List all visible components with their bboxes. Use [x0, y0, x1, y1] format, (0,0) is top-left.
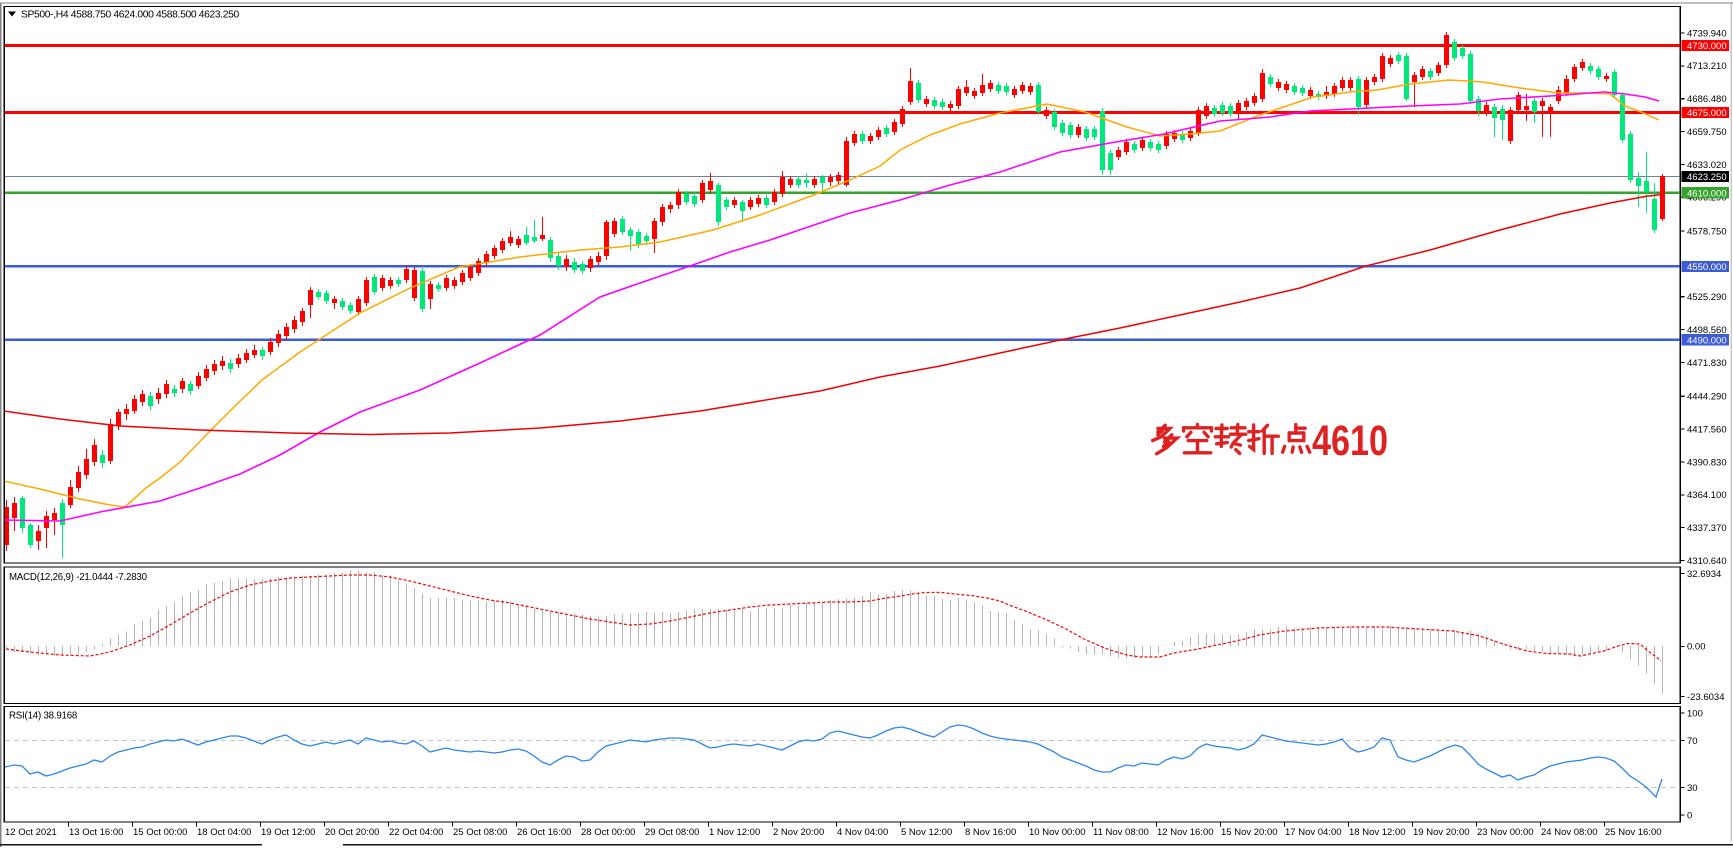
svg-text:4417.560: 4417.560 — [1687, 425, 1727, 436]
svg-text:25 Nov 16:00: 25 Nov 16:00 — [1605, 827, 1662, 838]
svg-text:1 Nov 12:00: 1 Nov 12:00 — [709, 827, 760, 838]
svg-text:RSI(14) 38.9168: RSI(14) 38.9168 — [9, 711, 77, 722]
svg-text:4471.830: 4471.830 — [1687, 358, 1727, 369]
svg-text:17 Nov 04:00: 17 Nov 04:00 — [1285, 827, 1342, 838]
svg-text:10 Nov 00:00: 10 Nov 00:00 — [1029, 827, 1086, 838]
svg-text:30: 30 — [1687, 783, 1698, 794]
svg-text:-23.6034: -23.6034 — [1687, 692, 1725, 703]
svg-text:8 Nov 16:00: 8 Nov 16:00 — [965, 827, 1016, 838]
svg-text:20 Oct 20:00: 20 Oct 20:00 — [325, 827, 379, 838]
svg-text:25 Oct 08:00: 25 Oct 08:00 — [453, 827, 507, 838]
svg-text:4364.100: 4364.100 — [1687, 490, 1727, 501]
svg-text:4686.480: 4686.480 — [1687, 94, 1727, 105]
svg-text:12 Nov 16:00: 12 Nov 16:00 — [1157, 827, 1214, 838]
svg-text:4490.000: 4490.000 — [1687, 335, 1727, 346]
svg-text:13 Oct 16:00: 13 Oct 16:00 — [69, 827, 123, 838]
svg-text:4578.750: 4578.750 — [1687, 226, 1727, 237]
svg-text:15 Nov 20:00: 15 Nov 20:00 — [1221, 827, 1278, 838]
svg-text:4390.830: 4390.830 — [1687, 457, 1727, 468]
svg-text:5 Nov 12:00: 5 Nov 12:00 — [901, 827, 952, 838]
svg-text:4713.210: 4713.210 — [1687, 61, 1727, 72]
svg-text:28 Oct 00:00: 28 Oct 00:00 — [581, 827, 635, 838]
svg-text:100: 100 — [1687, 708, 1703, 719]
svg-text:11 Nov 08:00: 11 Nov 08:00 — [1093, 827, 1149, 838]
svg-text:18 Nov 12:00: 18 Nov 12:00 — [1349, 827, 1406, 838]
svg-text:4310.640: 4310.640 — [1687, 556, 1727, 567]
svg-text:4444.290: 4444.290 — [1687, 392, 1727, 403]
svg-text:12 Oct 2021: 12 Oct 2021 — [5, 827, 57, 838]
svg-text:4675.000: 4675.000 — [1687, 108, 1727, 119]
svg-text:24 Nov 08:00: 24 Nov 08:00 — [1541, 827, 1598, 838]
svg-text:70: 70 — [1687, 736, 1698, 747]
svg-text:19 Nov 20:00: 19 Nov 20:00 — [1413, 827, 1470, 838]
svg-text:4633.020: 4633.020 — [1687, 160, 1727, 171]
svg-text:4525.290: 4525.290 — [1687, 292, 1727, 303]
svg-text:SP500-,H4 4588.750 4624.000 4: SP500-,H4 4588.750 4624.000 4588.500 462… — [21, 10, 239, 21]
svg-text:26 Oct 16:00: 26 Oct 16:00 — [517, 827, 571, 838]
svg-text:18 Oct 04:00: 18 Oct 04:00 — [197, 827, 251, 838]
svg-text:15 Oct 00:00: 15 Oct 00:00 — [133, 827, 187, 838]
svg-text:4659.750: 4659.750 — [1687, 127, 1727, 138]
svg-text:4610: 4610 — [1312, 417, 1388, 465]
svg-text:22 Oct 04:00: 22 Oct 04:00 — [389, 827, 443, 838]
svg-text:4550.000: 4550.000 — [1687, 262, 1727, 273]
svg-text:4623.250: 4623.250 — [1687, 172, 1727, 183]
svg-text:4739.940: 4739.940 — [1687, 28, 1727, 39]
svg-text:0.00: 0.00 — [1687, 642, 1706, 653]
svg-text:19 Oct 12:00: 19 Oct 12:00 — [261, 827, 315, 838]
svg-text:4498.560: 4498.560 — [1687, 325, 1727, 336]
svg-text:0: 0 — [1687, 810, 1692, 821]
svg-text:4730.000: 4730.000 — [1687, 41, 1727, 52]
svg-text:29 Oct 08:00: 29 Oct 08:00 — [645, 827, 699, 838]
svg-text:4610.000: 4610.000 — [1687, 188, 1727, 199]
svg-text:2 Nov 20:00: 2 Nov 20:00 — [773, 827, 824, 838]
svg-text:4337.370: 4337.370 — [1687, 523, 1727, 534]
svg-text:4 Nov 04:00: 4 Nov 04:00 — [837, 827, 888, 838]
svg-text:32.6934: 32.6934 — [1687, 569, 1721, 580]
svg-text:23 Nov 00:00: 23 Nov 00:00 — [1477, 827, 1534, 838]
svg-text:MACD(12,26,9) -21.0444 -7.2830: MACD(12,26,9) -21.0444 -7.2830 — [9, 572, 148, 583]
